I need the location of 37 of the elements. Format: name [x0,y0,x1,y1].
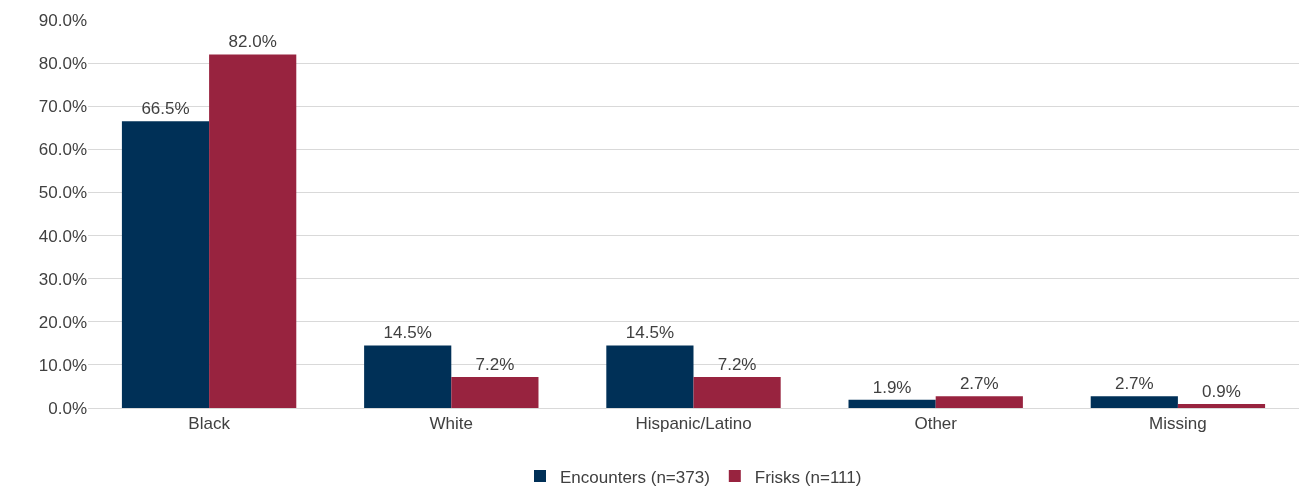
data-label: 2.7% [959,374,999,394]
y-tick-label: 40.0% [38,226,87,246]
bar [121,121,210,408]
y-tick-label: 80.0% [38,54,87,74]
data-label: 7.2% [717,354,757,374]
x-tick-label: White [429,414,474,434]
bar [1177,404,1266,408]
bar [935,396,1023,408]
data-label: 82.0% [228,32,277,52]
y-tick-label: 20.0% [38,312,87,332]
legend-label: Frisks (n=111) [754,467,862,487]
y-tick-label: 10.0% [38,355,87,375]
data-label: 66.5% [141,99,190,119]
y-tick-label: 60.0% [38,140,87,160]
bar [606,345,694,408]
y-tick-label: 50.0% [38,183,87,203]
bar [209,54,297,408]
y-tick-label: 70.0% [38,97,87,117]
x-tick-label: Black [188,414,231,434]
x-tick-label: Missing [1149,414,1207,434]
y-tick-label: 30.0% [38,269,87,289]
bar [364,345,452,408]
bar [1090,396,1178,408]
bar [693,376,781,408]
data-label: 14.5% [383,323,432,343]
data-label: 7.2% [475,354,515,374]
data-label: 1.9% [872,377,912,397]
bar [848,399,936,408]
bar [451,376,539,408]
y-tick-label: 90.0% [38,10,87,30]
legend-label: Encounters (n=373) [560,467,710,487]
data-label: 0.9% [1202,382,1241,402]
x-tick-label: Hispanic/Latino [635,414,752,434]
data-label: 14.5% [625,323,675,343]
y-tick-label: 0.0% [48,398,87,418]
x-tick-label: Other [914,414,958,434]
data-label: 2.7% [1114,374,1154,394]
